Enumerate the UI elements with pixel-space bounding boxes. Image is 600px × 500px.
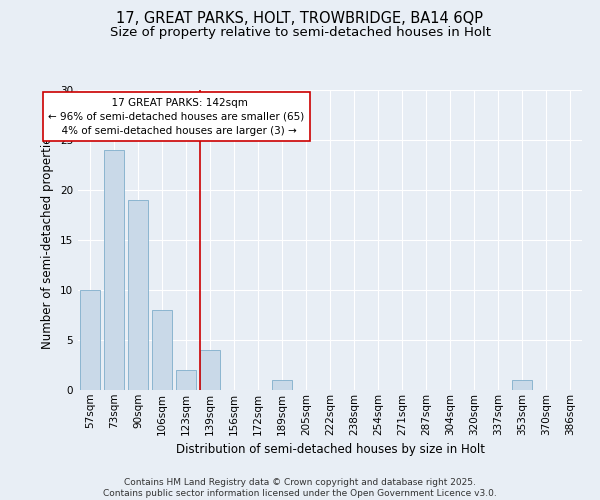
Text: Contains HM Land Registry data © Crown copyright and database right 2025.
Contai: Contains HM Land Registry data © Crown c… (103, 478, 497, 498)
Bar (152, 310, 172, 390)
Text: 17 GREAT PARKS: 142sqm
← 96% of semi-detached houses are smaller (65)
  4% of se: 17 GREAT PARKS: 142sqm ← 96% of semi-det… (48, 98, 304, 136)
Bar (104, 150, 124, 390)
Bar (200, 350, 220, 390)
Text: Size of property relative to semi-detached houses in Holt: Size of property relative to semi-detach… (110, 26, 491, 39)
X-axis label: Distribution of semi-detached houses by size in Holt: Distribution of semi-detached houses by … (176, 443, 485, 456)
Bar (80, 290, 100, 390)
Bar (176, 370, 196, 390)
Text: 17, GREAT PARKS, HOLT, TROWBRIDGE, BA14 6QP: 17, GREAT PARKS, HOLT, TROWBRIDGE, BA14 … (116, 11, 484, 26)
Bar (512, 380, 532, 390)
Y-axis label: Number of semi-detached properties: Number of semi-detached properties (41, 130, 55, 350)
Bar (128, 200, 148, 390)
Bar (272, 380, 292, 390)
